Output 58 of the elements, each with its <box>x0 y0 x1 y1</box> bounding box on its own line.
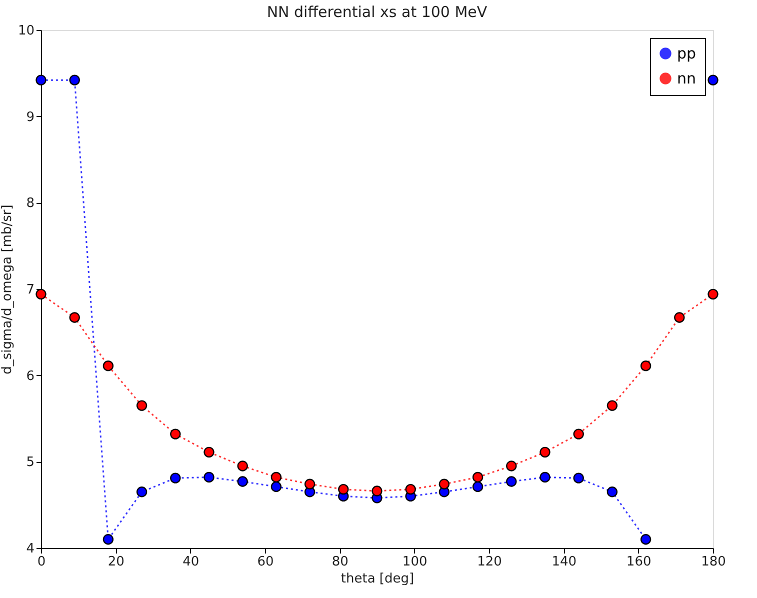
point <box>204 472 214 483</box>
point <box>102 360 114 372</box>
point <box>237 476 248 487</box>
point <box>640 360 652 372</box>
point <box>573 428 584 440</box>
point <box>506 476 517 487</box>
point <box>708 288 718 300</box>
point <box>136 486 148 498</box>
y-tick-label: 5 <box>26 455 34 470</box>
point <box>606 486 618 498</box>
y-tick-label: 4 <box>26 542 34 556</box>
y-axis-title: d_sigma/d_omega [mb/sr] <box>0 204 15 374</box>
point <box>102 534 114 545</box>
point <box>640 534 652 545</box>
point <box>540 472 550 483</box>
x-tick-label: 20 <box>108 554 124 570</box>
point <box>237 460 248 472</box>
point <box>506 460 517 472</box>
point <box>405 484 416 495</box>
point <box>472 481 484 492</box>
point <box>606 400 618 411</box>
x-tick-label: 160 <box>626 554 652 570</box>
point <box>170 472 181 484</box>
point <box>270 472 282 483</box>
y-tick-label: 10 <box>18 24 34 38</box>
point <box>136 400 148 411</box>
point <box>36 288 46 300</box>
y-tick-label: 9 <box>26 110 34 125</box>
x-axis-title: theta [deg] <box>340 572 414 586</box>
point <box>204 446 214 458</box>
y-tick-label: 6 <box>26 368 34 384</box>
x-tick-label: 40 <box>182 554 200 570</box>
point <box>438 478 450 490</box>
x-tick-label: 120 <box>477 554 502 570</box>
x-tick-label: 140 <box>552 554 577 570</box>
point <box>69 312 80 323</box>
x-tick-label: 80 <box>332 554 348 570</box>
point <box>472 472 484 483</box>
legend-label: nn <box>677 70 696 88</box>
point <box>674 312 685 323</box>
point <box>69 74 80 86</box>
x-tick-label: 0 <box>37 554 46 570</box>
point <box>338 484 349 495</box>
point <box>36 74 46 86</box>
y-tick-label: 8 <box>26 196 34 212</box>
point <box>540 446 550 458</box>
x-tick-label: 60 <box>257 554 274 570</box>
x-tick-label: 100 <box>402 554 428 570</box>
point <box>372 486 382 496</box>
point <box>304 478 316 490</box>
point <box>573 472 584 484</box>
legend-label: pp <box>677 44 696 62</box>
point <box>270 481 282 492</box>
x-tick-label: 180 <box>701 554 726 570</box>
y-tick-label: 7 <box>26 282 34 298</box>
point <box>170 428 181 440</box>
point <box>708 74 718 86</box>
chart-title: NN differential xs at 100 MeV <box>266 3 488 21</box>
